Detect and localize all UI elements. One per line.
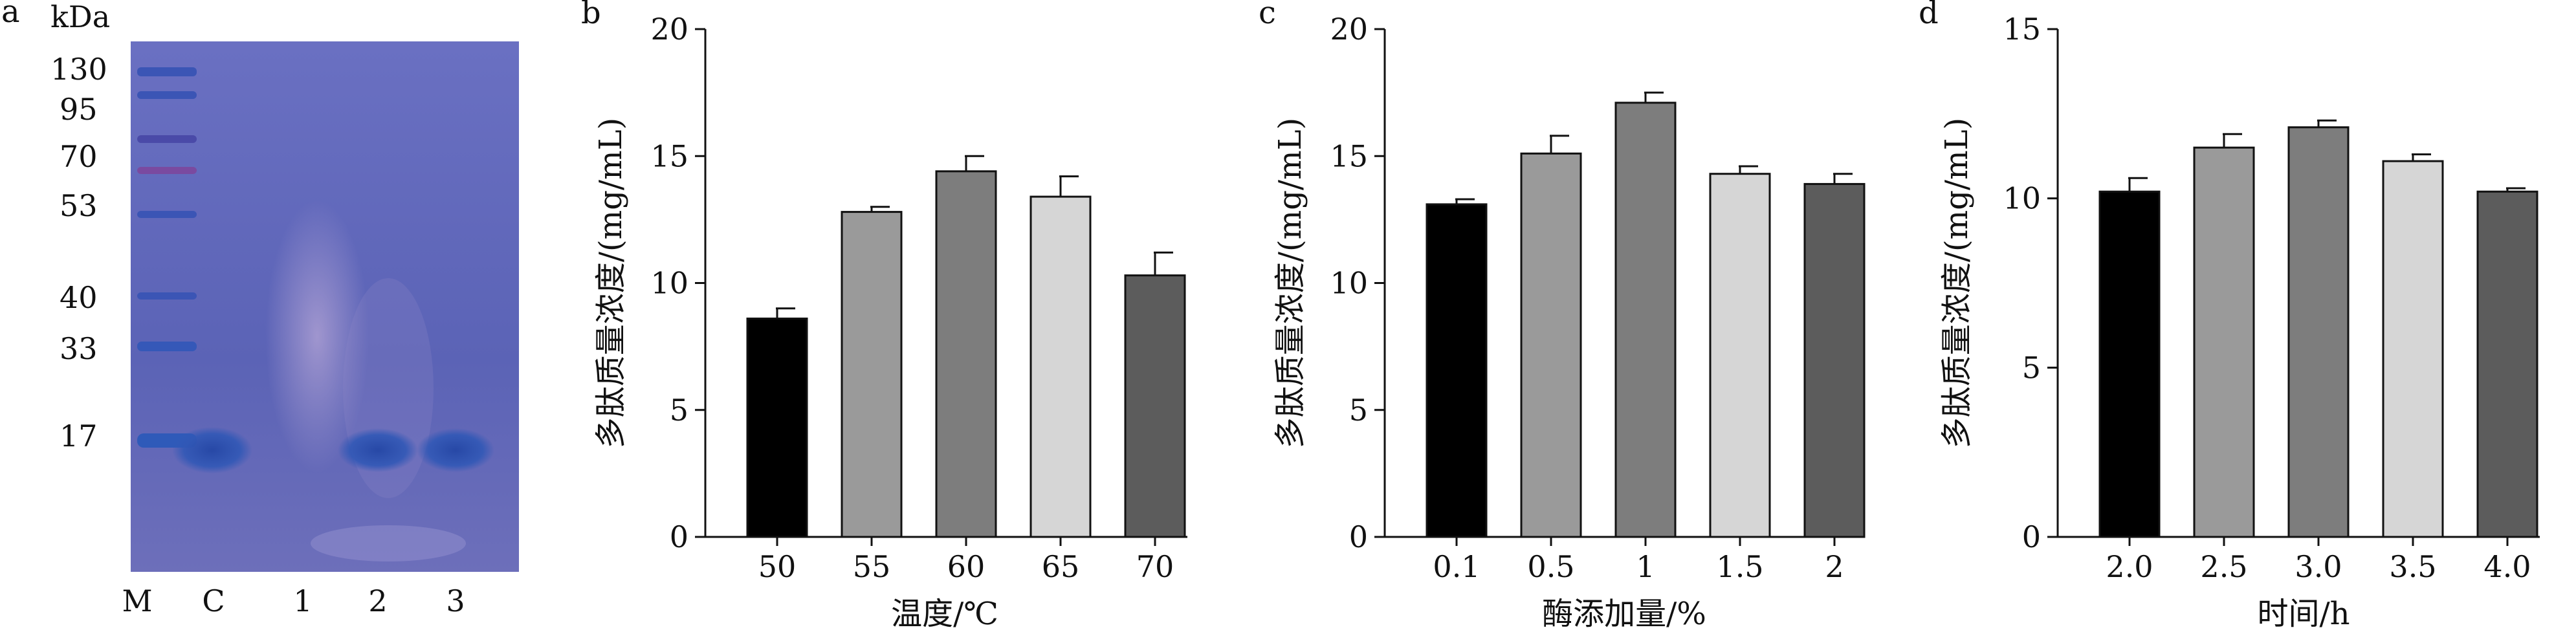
ladder-band xyxy=(137,167,197,174)
y-tick-label: 15 xyxy=(2003,12,2041,47)
ladder-band xyxy=(137,292,197,300)
marker-label: 70 xyxy=(60,139,98,174)
bar-3.5 xyxy=(2382,160,2444,538)
x-tick-label: 4.0 xyxy=(2483,549,2531,584)
panel-label: d xyxy=(1919,0,1939,31)
bar-65 xyxy=(1029,195,1092,538)
bar-70 xyxy=(1124,274,1186,538)
chart-panel-b: b 0 5 10 15 20 50 55 60 65 70 温度/℃ 多肽质量浓度/(mg/mL) xyxy=(581,0,1187,632)
y-axis-title: 多肽质量浓度/(mg/mL) xyxy=(1272,118,1308,448)
x-axis-title: 温度/℃ xyxy=(891,596,998,632)
y-tick-label: 15 xyxy=(650,138,688,173)
gel-panel-label: a xyxy=(1,0,20,30)
x-tick-label: 2 xyxy=(1825,549,1844,584)
x-tick-label: 1 xyxy=(1636,549,1655,584)
y-tick-label: 5 xyxy=(2022,350,2041,385)
chart-panel-d: d 0 5 10 15 2.0 2.5 3.0 3.5 4.0 时间/h 多肽质量浓度/(mg/mL) xyxy=(1919,0,2540,632)
y-tick-label: 20 xyxy=(1330,12,1368,47)
y-axis-title: 多肽质量浓度/(mg/mL) xyxy=(1939,118,1975,448)
y-tick-label: 0 xyxy=(670,519,688,554)
ladder-band xyxy=(137,211,197,218)
x-tick-label: 50 xyxy=(758,549,797,584)
ladder-band xyxy=(137,342,197,351)
lane-label: 1 xyxy=(293,583,312,618)
lane-label: 3 xyxy=(446,583,465,618)
sample-band-c xyxy=(172,427,252,474)
x-tick-label: 3.0 xyxy=(2295,549,2342,584)
bar-0.5 xyxy=(1520,152,1582,538)
x-tick-label: 3.5 xyxy=(2389,549,2436,584)
bar-2.5 xyxy=(2193,146,2255,538)
bar-2.0 xyxy=(2098,190,2161,538)
lane-label: C xyxy=(202,583,225,618)
y-tick-label: 15 xyxy=(1330,138,1368,173)
gel-smear xyxy=(311,525,466,561)
y-axis-title: 多肽质量浓度/(mg/mL) xyxy=(593,118,629,448)
lane-label: 2 xyxy=(368,583,387,618)
x-tick-label: 0.5 xyxy=(1527,549,1574,584)
bar-50 xyxy=(746,317,808,538)
ladder-band xyxy=(137,67,197,76)
ladder-band xyxy=(137,135,197,143)
x-tick-label: 2.0 xyxy=(2106,549,2153,584)
marker-label: 53 xyxy=(60,188,98,223)
ladder-band xyxy=(137,91,197,99)
sample-band-3 xyxy=(417,428,494,472)
y-tick-label: 20 xyxy=(650,12,688,47)
marker-label: 17 xyxy=(60,419,98,453)
marker-label: 40 xyxy=(60,280,98,315)
bar-1.5 xyxy=(1709,173,1771,538)
y-tick-label: 10 xyxy=(650,266,688,301)
marker-label: 95 xyxy=(60,92,98,127)
y-tick-label: 0 xyxy=(2022,519,2041,554)
x-tick-label: 1.5 xyxy=(1716,549,1763,584)
bar-55 xyxy=(841,211,903,538)
lane-label: M xyxy=(122,583,152,618)
bar-0.1 xyxy=(1426,203,1488,538)
gel-unit-label: kDa xyxy=(50,0,110,34)
marker-label: 33 xyxy=(60,331,98,366)
marker-label: 130 xyxy=(50,52,107,87)
bar-60 xyxy=(935,170,997,538)
y-tick-label: 5 xyxy=(1349,393,1368,428)
y-tick-label: 0 xyxy=(1349,519,1368,554)
y-tick-label: 5 xyxy=(670,393,688,428)
x-axis-title: 时间/h xyxy=(2257,596,2350,632)
panel-label: b xyxy=(581,0,601,31)
x-tick-label: 2.5 xyxy=(2200,549,2247,584)
sample-band-2 xyxy=(338,428,418,472)
x-tick-label: 70 xyxy=(1136,549,1174,584)
x-tick-label: 65 xyxy=(1042,549,1080,584)
x-axis-title: 酶添加量/% xyxy=(1542,596,1706,632)
x-tick-label: 0.1 xyxy=(1433,549,1480,584)
x-tick-label: 60 xyxy=(947,549,985,584)
gel-panel: a kDa 130 95 70 53 40 33 17 M C 1 2 3 xyxy=(1,0,519,618)
bar-3.0 xyxy=(2287,126,2350,538)
bar-4.0 xyxy=(2476,190,2538,538)
x-tick-label: 55 xyxy=(853,549,891,584)
y-tick-label: 10 xyxy=(2003,181,2041,216)
y-tick-label: 10 xyxy=(1330,266,1368,301)
panel-label: c xyxy=(1259,0,1276,31)
bar-1 xyxy=(1614,102,1677,538)
bar-2 xyxy=(1803,182,1866,538)
gel-smear xyxy=(265,201,369,472)
chart-panel-c: c 0 5 10 15 20 0.1 0.5 1 1.5 2 酶添加量/% 多肽质量浓度/(mg/mL) xyxy=(1259,0,1866,632)
